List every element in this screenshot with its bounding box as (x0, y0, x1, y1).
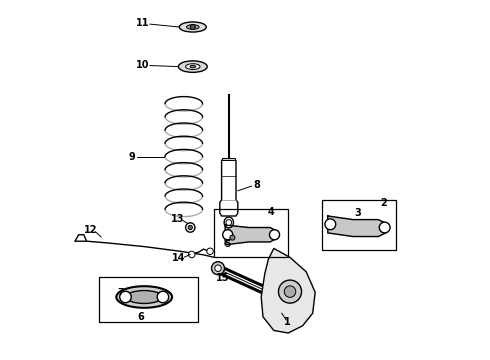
Circle shape (157, 291, 169, 303)
Polygon shape (225, 225, 277, 245)
Ellipse shape (116, 286, 172, 308)
Text: 11: 11 (136, 18, 149, 28)
Circle shape (379, 222, 390, 233)
Ellipse shape (186, 64, 200, 69)
Polygon shape (261, 248, 315, 333)
Circle shape (230, 235, 235, 240)
Text: 6: 6 (137, 312, 144, 322)
Text: 2: 2 (380, 198, 387, 208)
Text: 14: 14 (172, 253, 185, 264)
Circle shape (222, 230, 233, 240)
Text: 8: 8 (253, 180, 260, 190)
Text: 15: 15 (216, 273, 229, 283)
Text: 1: 1 (284, 317, 291, 327)
Polygon shape (222, 158, 235, 160)
Text: 3: 3 (354, 208, 361, 218)
Text: 10: 10 (136, 60, 149, 70)
Circle shape (215, 265, 221, 271)
Circle shape (212, 262, 224, 275)
Ellipse shape (224, 217, 233, 228)
Ellipse shape (126, 291, 162, 303)
Circle shape (284, 286, 296, 297)
Ellipse shape (179, 22, 206, 32)
Text: 13: 13 (171, 214, 184, 224)
Ellipse shape (187, 24, 199, 29)
Ellipse shape (190, 66, 196, 68)
Ellipse shape (178, 61, 207, 72)
Circle shape (189, 251, 195, 258)
Text: 9: 9 (128, 152, 135, 162)
Circle shape (270, 230, 280, 240)
Circle shape (120, 291, 131, 303)
Polygon shape (220, 160, 238, 216)
Text: 7: 7 (118, 288, 124, 297)
Text: 12: 12 (83, 225, 97, 235)
Circle shape (226, 220, 232, 225)
Polygon shape (328, 216, 387, 237)
Text: 4: 4 (268, 207, 274, 217)
Circle shape (186, 223, 195, 232)
Text: 5: 5 (224, 240, 231, 249)
Circle shape (325, 219, 336, 230)
Circle shape (190, 24, 196, 30)
Circle shape (207, 248, 213, 255)
Circle shape (278, 280, 301, 303)
Circle shape (188, 225, 193, 230)
